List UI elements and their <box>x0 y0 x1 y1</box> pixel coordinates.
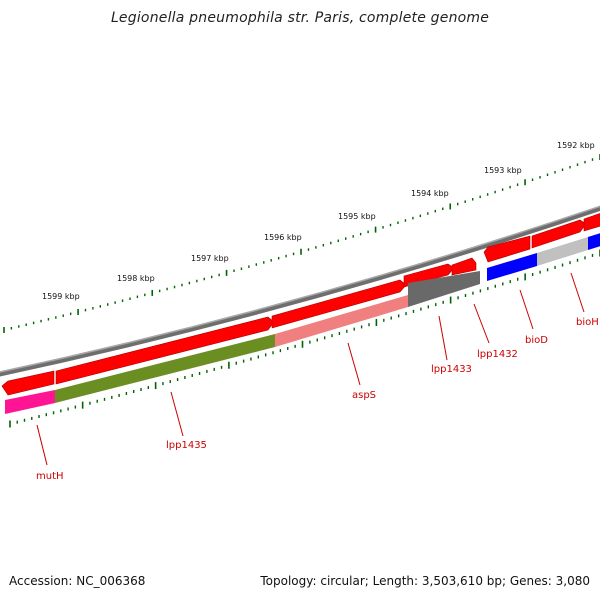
gene-label-mutH: mutH <box>36 471 64 482</box>
kbp-label-1597: 1597 kbp <box>191 254 229 263</box>
leader-bioD <box>519 289 534 330</box>
gene-label-leaders <box>36 272 585 466</box>
accession-text: Accession: NC_006368 <box>9 574 146 588</box>
leader-lpp1433 <box>438 315 448 361</box>
gene-label-bioH: bioH <box>576 317 599 328</box>
cds-lpp1433 <box>403 263 455 288</box>
gene-bioC-bar <box>537 237 588 266</box>
cds-mutH <box>1 370 55 396</box>
cds-lpp1432 <box>451 257 477 276</box>
leader-lpp1435 <box>170 391 184 437</box>
gene-lpp1433-bar <box>408 271 480 307</box>
genome-backbone-highlight <box>0 205 600 373</box>
gene-aspS-bar <box>275 295 408 347</box>
gene-label-lpp1435: lpp1435 <box>166 440 207 451</box>
outer-scale-ticks <box>3 154 600 333</box>
inner-scale-ticks <box>9 249 600 428</box>
gene-labels: bioH bioD lpp1432 lpp1433 aspS lpp1435 m… <box>36 317 599 482</box>
genome-backbone <box>0 205 600 377</box>
gene-label-lpp1433: lpp1433 <box>431 364 472 375</box>
cds-bioH <box>583 213 600 232</box>
cds-bioC <box>531 219 587 249</box>
kbp-label-1599: 1599 kbp <box>42 292 80 301</box>
leader-aspS <box>347 342 361 386</box>
kbp-label-1598: 1598 kbp <box>117 274 155 283</box>
kbp-label-1592: 1592 kbp <box>557 141 595 150</box>
cds-lpp1435 <box>55 316 275 385</box>
kbp-label-1596: 1596 kbp <box>264 233 302 242</box>
gene-label-lpp1432: lpp1432 <box>477 349 518 360</box>
gene-bioD-bar <box>487 253 537 281</box>
cds-track <box>1 213 600 396</box>
gene-lpp1435-bar <box>55 334 275 403</box>
cds-aspS <box>271 279 407 329</box>
gene-mutH-bar <box>5 390 55 414</box>
genome-summary-text: Topology: circular; Length: 3,503,610 bp… <box>260 574 590 588</box>
map-title: Legionella pneumophila str. Paris, compl… <box>110 10 490 26</box>
gene-label-bioD: bioD <box>525 335 548 346</box>
kbp-label-1593: 1593 kbp <box>484 166 522 175</box>
kbp-labels: 1592 kbp 1593 kbp 1594 kbp 1595 kbp 1596… <box>42 141 595 301</box>
leader-bioH <box>570 272 585 313</box>
kbp-label-1594: 1594 kbp <box>411 189 449 198</box>
leader-lpp1432 <box>473 303 490 344</box>
kbp-label-1595: 1595 kbp <box>338 212 376 221</box>
cds-bioD <box>483 235 531 263</box>
leader-mutH <box>36 424 48 466</box>
gene-bioH-bar <box>588 233 600 250</box>
gene-label-aspS: aspS <box>352 390 376 401</box>
gene-track <box>5 233 600 414</box>
